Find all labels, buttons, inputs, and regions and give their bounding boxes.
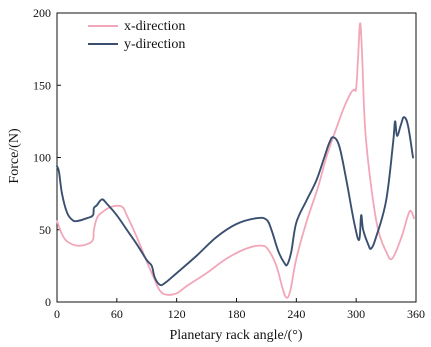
x-tick-label-60: 60 xyxy=(111,307,123,321)
series-line-x-direction xyxy=(56,22,415,299)
x-tick-label-180: 180 xyxy=(228,307,246,321)
y-tick-label-150: 150 xyxy=(33,78,51,92)
x-axis-title: Planetary rack angle/(°) xyxy=(169,328,302,343)
series-layer xyxy=(56,22,415,299)
x-tick-label-240: 240 xyxy=(287,307,305,321)
legend-label-y-direction: y-direction xyxy=(124,37,185,52)
y-tick-label-200: 200 xyxy=(33,6,51,20)
y-tick-label-50: 50 xyxy=(39,223,51,237)
legend-label-x-direction: x-direction xyxy=(124,19,185,34)
y-tick-label-0: 0 xyxy=(45,295,51,309)
legend: x-direction y-direction xyxy=(88,19,185,52)
y-axis-title: Force/(N) xyxy=(7,128,22,184)
y-tick-label-100: 100 xyxy=(33,151,51,165)
x-tick-label-0: 0 xyxy=(54,307,60,321)
x-tick-label-360: 360 xyxy=(407,307,425,321)
series-line-y-direction xyxy=(56,116,414,287)
x-tick-label-120: 120 xyxy=(168,307,186,321)
axis-ticks-layer: 0 60 120 180 240 300 360 0 50 100 150 200 xyxy=(33,6,425,321)
x-tick-label-300: 300 xyxy=(347,307,365,321)
